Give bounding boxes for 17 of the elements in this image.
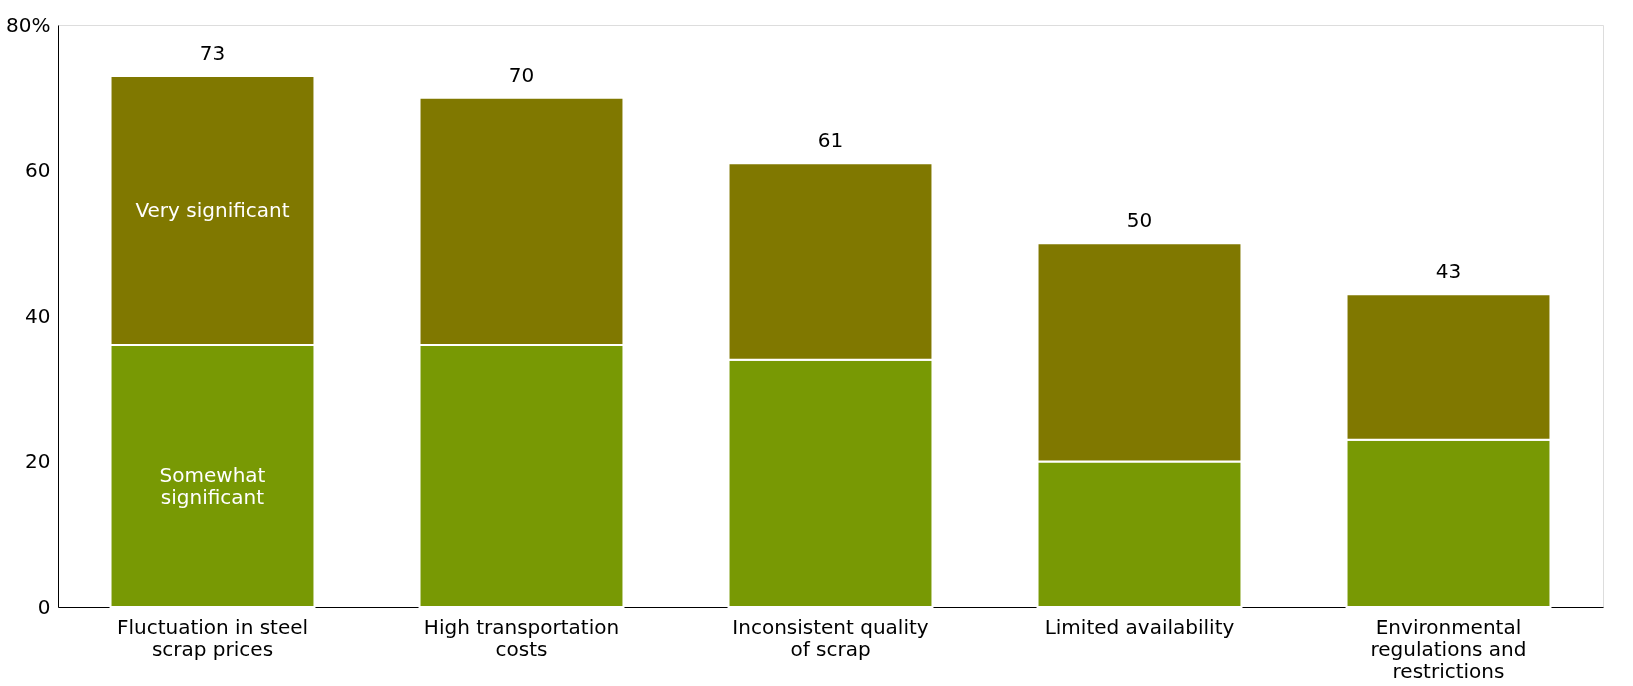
total-label: 50 (1126, 208, 1153, 233)
x-tick-label: High transportation costs (423, 614, 620, 661)
total-label: 43 (1435, 259, 1462, 284)
x-tick-label: Fluctuation in steel scrap prices (116, 614, 309, 661)
total-label: 73 (199, 40, 226, 65)
y-tick-label: 0 (37, 594, 51, 619)
x-tick-label: Inconsistent quality of scrap (732, 614, 929, 661)
series-label: Somewhat significant (159, 463, 266, 510)
series-label: Very significant (135, 197, 290, 222)
y-tick-label: 20 (25, 449, 51, 473)
y-tick-label: 80% (6, 12, 51, 37)
x-tick-label: Environmental regulations and restrictions (1370, 614, 1527, 683)
y-tick-label: 40 (25, 303, 51, 328)
y-tick-label: 60 (25, 158, 51, 182)
x-tick-label: Limited availability (1044, 614, 1235, 639)
total-label: 61 (817, 128, 844, 153)
total-label: 70 (508, 62, 535, 87)
